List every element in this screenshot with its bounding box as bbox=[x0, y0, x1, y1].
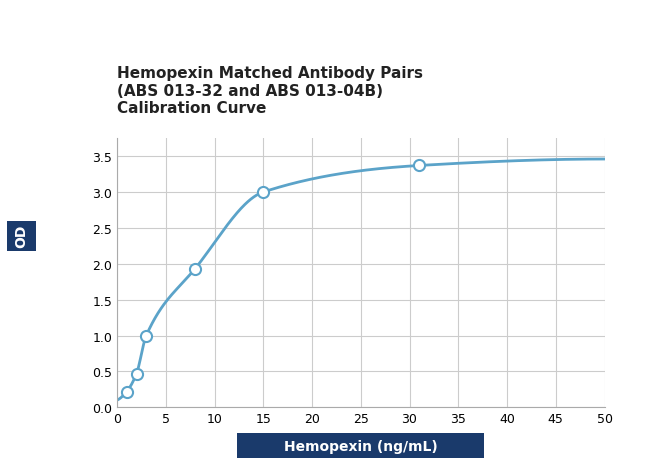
Text: Hemopexin Matched Antibody Pairs
(ABS 013-32 and ABS 013-04B)
Calibration Curve: Hemopexin Matched Antibody Pairs (ABS 01… bbox=[117, 66, 423, 116]
Text: OD: OD bbox=[14, 225, 28, 248]
Text: Hemopexin (ng/mL): Hemopexin (ng/mL) bbox=[284, 438, 437, 453]
